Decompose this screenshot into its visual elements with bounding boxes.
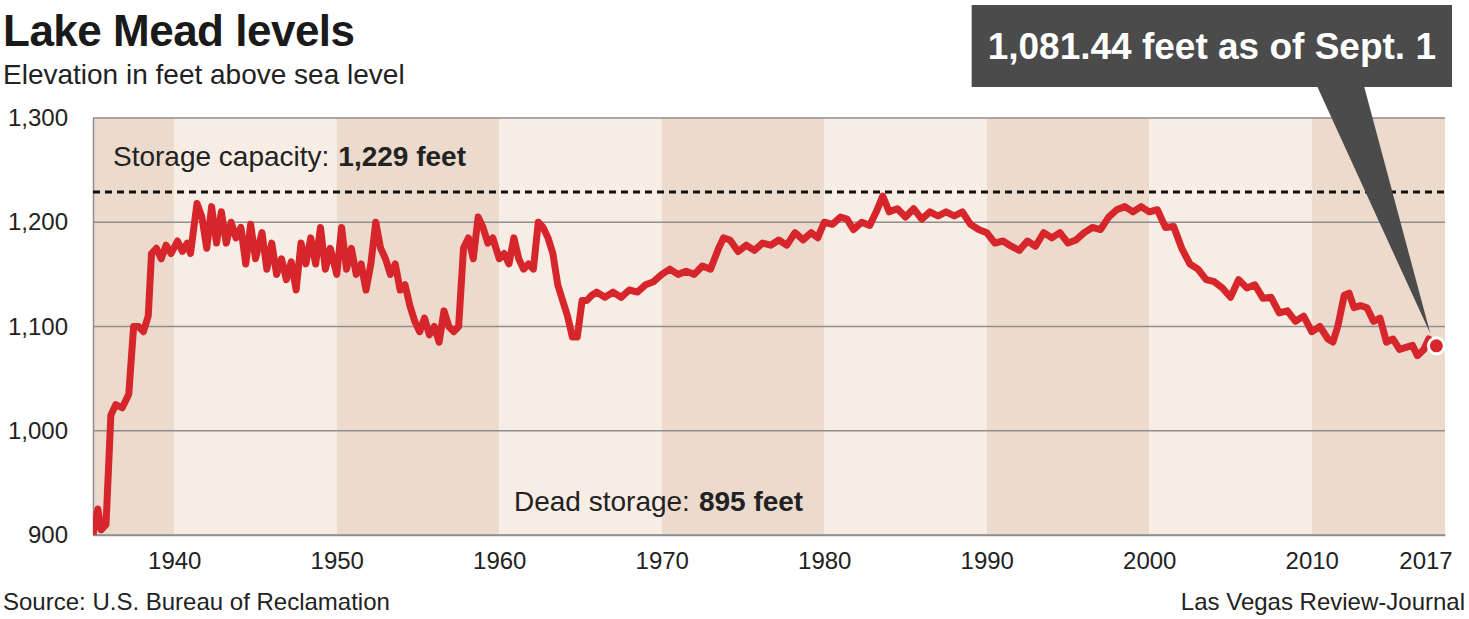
x-tick: 1950 <box>311 535 364 574</box>
x-tick-label: 1940 <box>148 547 201 574</box>
y-tick-label: 1,100 <box>8 313 68 340</box>
x-tick: 1970 <box>636 535 689 574</box>
callout-box <box>972 5 1452 87</box>
x-tick: 2017 <box>1399 535 1452 574</box>
grid-line <box>93 534 1445 536</box>
y-tick-label: 1,000 <box>8 417 68 444</box>
grid-line <box>93 326 1445 328</box>
x-tick-label: 2010 <box>1286 547 1339 574</box>
y-tick: 1,200 <box>8 208 93 235</box>
annotation-value: 1,229 feet <box>338 141 466 172</box>
x-tick: 1980 <box>798 535 851 574</box>
grid-line <box>93 222 1445 224</box>
y-axis-line <box>93 119 95 536</box>
x-tick: 1940 <box>148 535 201 574</box>
y-tick-label: 1,200 <box>8 208 68 235</box>
callout-text: 1,081.44 feet as of Sept. 1 <box>988 26 1436 67</box>
title: Lake Mead levels <box>3 6 355 55</box>
x-tick-label: 1980 <box>798 547 851 574</box>
subtitle: Elevation in feet above sea level <box>3 59 405 90</box>
x-tick-label: 1960 <box>473 547 526 574</box>
x-tick: 2010 <box>1286 535 1339 574</box>
annotation-value: 895 feet <box>699 486 803 517</box>
grid <box>93 118 1445 535</box>
x-tick-label: 1990 <box>961 547 1014 574</box>
source: Source: U.S. Bureau of Reclamation <box>3 588 390 615</box>
y-tick: 1,100 <box>8 313 93 340</box>
y-axis: 900 1,000 1,100 1,200 1,300 <box>8 104 94 548</box>
x-tick: 2000 <box>1123 535 1176 574</box>
reference-line <box>93 191 1445 194</box>
grid-line <box>93 117 1445 119</box>
callout-pointer <box>1317 86 1430 334</box>
y-tick: 1,000 <box>8 417 93 444</box>
annotation: Storage capacity: 1,229 feet <box>113 141 466 172</box>
level-line <box>93 196 1429 535</box>
annotation-label: Storage capacity: <box>113 141 329 172</box>
x-tick-label: 2017 <box>1399 547 1452 574</box>
x-tick: 1990 <box>961 535 1014 574</box>
y-tick-label: 900 <box>28 521 68 548</box>
current-point <box>1428 338 1444 354</box>
x-axis-line <box>94 535 1446 537</box>
y-tick: 900 <box>28 521 93 548</box>
annotation: Dead storage: 895 feet <box>514 486 803 517</box>
credit: Las Vegas Review-Journal <box>1181 588 1465 615</box>
x-tick: 1960 <box>473 535 526 574</box>
x-tick-label: 2000 <box>1123 547 1176 574</box>
plot-area <box>93 192 1445 535</box>
x-tick-label: 1970 <box>636 547 689 574</box>
y-tick-label: 1,300 <box>8 104 68 131</box>
grid-line <box>93 430 1445 432</box>
callout: 1,081.44 feet as of Sept. 1 <box>972 5 1452 334</box>
x-tick-label: 1950 <box>311 547 364 574</box>
chart: 9001,0001,1001,2001,30019401950196019701… <box>0 0 1469 619</box>
y-tick: 1,300 <box>8 104 93 131</box>
annotation-label: Dead storage: <box>514 486 690 517</box>
background-bands <box>93 118 1445 535</box>
x-axis: 1940 1950 1960 1970 1980 1990 2000 2010 2017 <box>94 535 1453 574</box>
